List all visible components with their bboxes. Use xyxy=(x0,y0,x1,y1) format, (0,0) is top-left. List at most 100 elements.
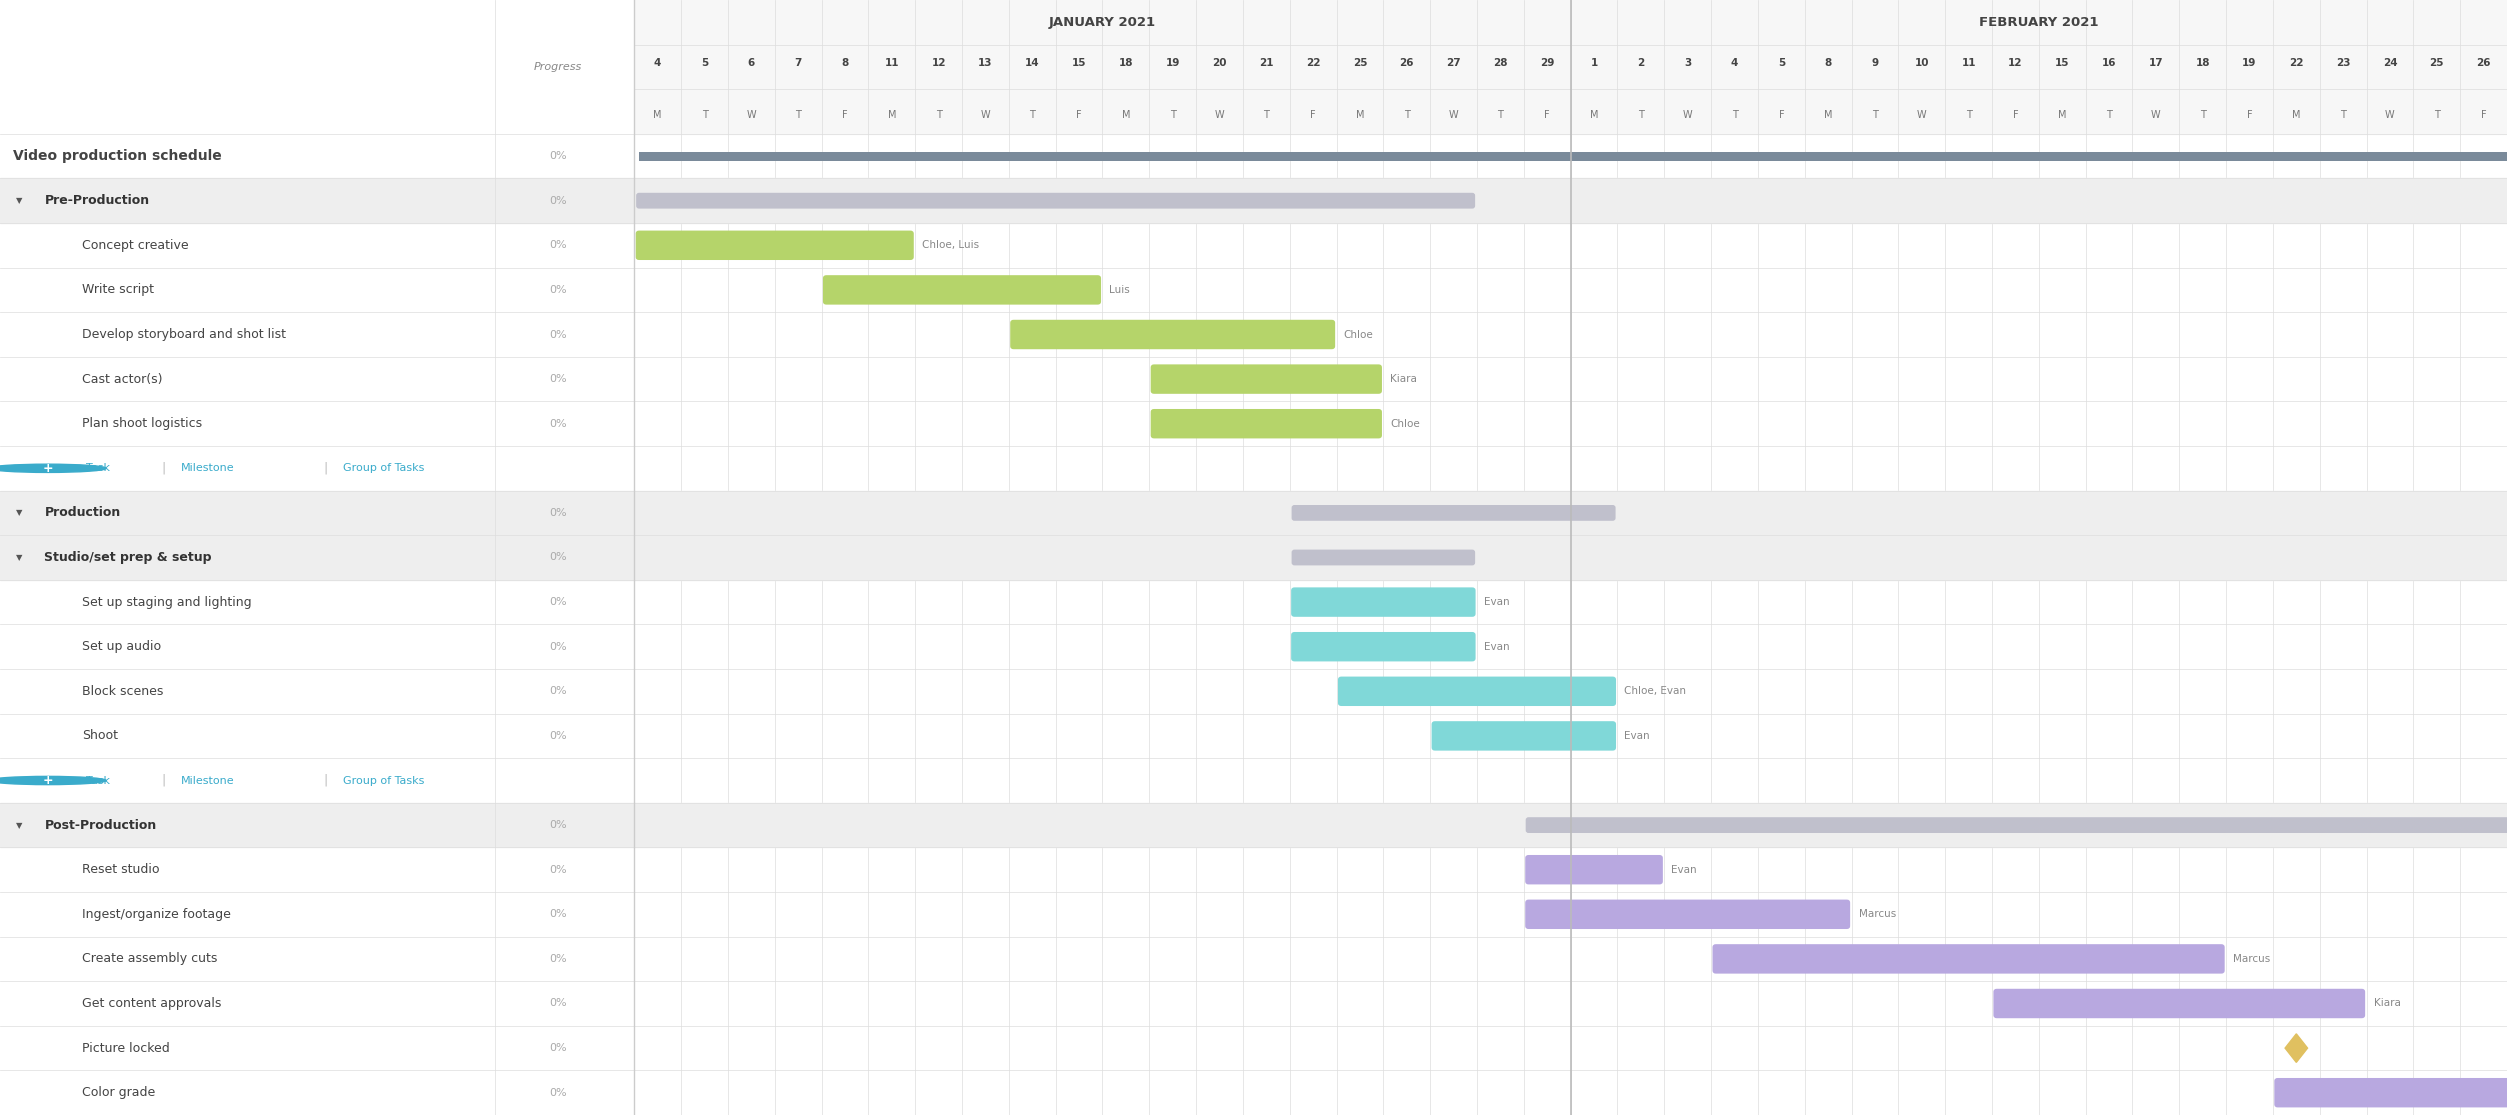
Text: Write script: Write script xyxy=(83,283,155,297)
Text: Set up staging and lighting: Set up staging and lighting xyxy=(83,595,253,609)
Bar xyxy=(0,535,634,580)
Text: 27: 27 xyxy=(1447,58,1462,68)
Text: 0%: 0% xyxy=(549,330,567,339)
Bar xyxy=(634,89,2507,134)
Text: +: + xyxy=(43,774,53,787)
Text: Set up audio: Set up audio xyxy=(83,640,160,653)
Text: 2: 2 xyxy=(1637,58,1645,68)
Text: 3: 3 xyxy=(1685,58,1692,68)
FancyBboxPatch shape xyxy=(1291,588,1477,617)
Text: 11: 11 xyxy=(885,58,900,68)
Text: Group of Tasks: Group of Tasks xyxy=(343,776,424,785)
Text: T: T xyxy=(1404,110,1409,120)
Text: 26: 26 xyxy=(2477,58,2492,68)
Text: 8: 8 xyxy=(1825,58,1833,68)
Text: Milestone: Milestone xyxy=(181,464,233,473)
Text: F: F xyxy=(2246,110,2251,120)
Text: 0%: 0% xyxy=(549,1044,567,1053)
Text: Evan: Evan xyxy=(1484,642,1509,651)
Text: Shoot: Shoot xyxy=(83,729,118,743)
Text: W: W xyxy=(1216,110,1223,120)
Text: 0%: 0% xyxy=(549,821,567,830)
Text: Get content approvals: Get content approvals xyxy=(83,997,221,1010)
Text: Chloe, Evan: Chloe, Evan xyxy=(1625,687,1687,696)
Text: 0%: 0% xyxy=(549,865,567,874)
Text: 4: 4 xyxy=(1730,58,1737,68)
Text: Evan: Evan xyxy=(1484,598,1509,607)
Text: 11: 11 xyxy=(1960,58,1976,68)
FancyBboxPatch shape xyxy=(637,231,913,260)
Text: T: T xyxy=(1171,110,1176,120)
Text: 29: 29 xyxy=(1539,58,1554,68)
Text: Video production schedule: Video production schedule xyxy=(13,149,221,163)
Text: Create assembly cuts: Create assembly cuts xyxy=(83,952,218,966)
FancyBboxPatch shape xyxy=(1010,320,1336,349)
Text: |: | xyxy=(163,462,165,475)
Text: 0%: 0% xyxy=(549,954,567,963)
Text: 0%: 0% xyxy=(549,419,567,428)
Text: 6: 6 xyxy=(747,58,755,68)
Text: Pre-Production: Pre-Production xyxy=(45,194,150,207)
Text: T: T xyxy=(2106,110,2111,120)
Text: F: F xyxy=(1076,110,1083,120)
Text: 0%: 0% xyxy=(549,196,567,205)
Text: |: | xyxy=(323,774,328,787)
Bar xyxy=(634,45,2507,89)
Text: 14: 14 xyxy=(1025,58,1040,68)
Text: T: T xyxy=(2199,110,2206,120)
Text: 16: 16 xyxy=(2101,58,2116,68)
Text: W: W xyxy=(1918,110,1925,120)
Text: T: T xyxy=(2434,110,2439,120)
FancyBboxPatch shape xyxy=(1524,900,1850,929)
FancyBboxPatch shape xyxy=(1151,365,1381,394)
Text: W: W xyxy=(2151,110,2161,120)
FancyBboxPatch shape xyxy=(1431,721,1617,750)
Text: 24: 24 xyxy=(2382,58,2397,68)
Text: T: T xyxy=(1030,110,1035,120)
Text: ▼: ▼ xyxy=(15,553,23,562)
Text: Chloe, Luis: Chloe, Luis xyxy=(923,241,980,250)
Text: Progress: Progress xyxy=(534,62,582,71)
FancyBboxPatch shape xyxy=(1712,944,2224,973)
FancyBboxPatch shape xyxy=(1291,632,1477,661)
Text: T: T xyxy=(1965,110,1971,120)
Text: Color grade: Color grade xyxy=(83,1086,155,1099)
Text: Reset studio: Reset studio xyxy=(83,863,160,876)
Text: 4: 4 xyxy=(654,58,662,68)
Text: 0%: 0% xyxy=(549,508,567,517)
Text: Chloe: Chloe xyxy=(1344,330,1374,339)
FancyBboxPatch shape xyxy=(1151,409,1381,438)
Text: T: T xyxy=(935,110,943,120)
FancyBboxPatch shape xyxy=(637,193,1474,209)
Text: T: T xyxy=(1873,110,1878,120)
Text: 25: 25 xyxy=(2429,58,2444,68)
Text: Milestone: Milestone xyxy=(181,776,233,785)
Text: 0%: 0% xyxy=(549,999,567,1008)
Text: Group of Tasks: Group of Tasks xyxy=(343,464,424,473)
Circle shape xyxy=(0,464,105,473)
Text: ▼: ▼ xyxy=(15,196,23,205)
Text: Marcus: Marcus xyxy=(1858,910,1895,919)
Text: 5: 5 xyxy=(1777,58,1785,68)
Bar xyxy=(639,152,2507,161)
Text: 20: 20 xyxy=(1213,58,1226,68)
Text: 19: 19 xyxy=(2241,58,2256,68)
Text: Evan: Evan xyxy=(1672,865,1697,874)
Text: M: M xyxy=(1589,110,1599,120)
Text: W: W xyxy=(1682,110,1692,120)
Text: 10: 10 xyxy=(1915,58,1928,68)
Text: T: T xyxy=(702,110,707,120)
Text: 0%: 0% xyxy=(549,375,567,384)
Text: F: F xyxy=(1311,110,1316,120)
Text: Production: Production xyxy=(45,506,120,520)
Text: 9: 9 xyxy=(1870,58,1878,68)
Text: Plan shoot logistics: Plan shoot logistics xyxy=(83,417,203,430)
Text: 23: 23 xyxy=(2337,58,2352,68)
Text: Cast actor(s): Cast actor(s) xyxy=(83,372,163,386)
Text: 15: 15 xyxy=(1073,58,1086,68)
Text: W: W xyxy=(2384,110,2394,120)
Circle shape xyxy=(0,776,105,785)
Bar xyxy=(1569,0,2507,45)
Text: 8: 8 xyxy=(842,58,847,68)
Text: |: | xyxy=(323,462,328,475)
